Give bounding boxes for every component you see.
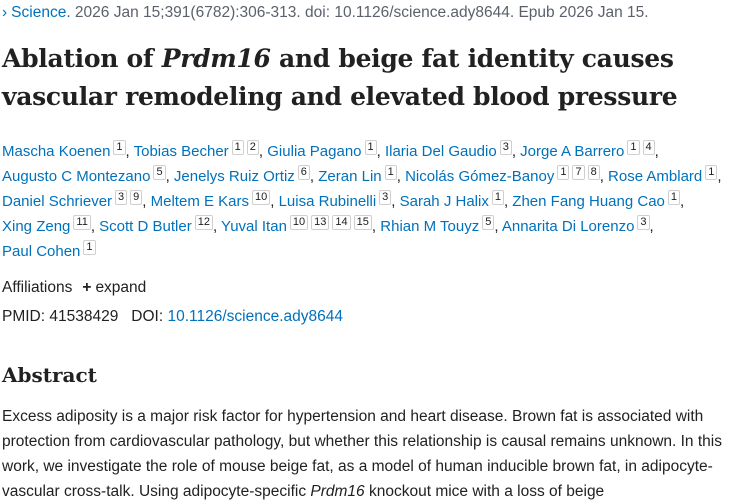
affiliation-number[interactable]: 1	[557, 165, 570, 180]
affiliation-number[interactable]: 1	[384, 165, 397, 180]
abstract-heading: Abstract	[2, 363, 97, 387]
affiliation-number[interactable]: 1	[83, 240, 96, 255]
affiliation-number[interactable]: 6	[297, 165, 310, 180]
author-name[interactable]: Mascha Koenen	[2, 143, 111, 160]
affiliation-number[interactable]: 11	[73, 215, 91, 230]
doi-label: DOI:	[131, 308, 164, 325]
author: Jorge A Barrero 1 4,	[520, 140, 659, 160]
expand-toggle[interactable]: expand	[95, 279, 147, 296]
title-text: and beige fat identity causes vascular r…	[2, 44, 678, 111]
author: Annarita Di Lorenzo 3,	[501, 215, 654, 235]
affiliation-number[interactable]: 1	[627, 140, 640, 155]
affiliations-label: Affiliations	[2, 279, 73, 296]
author-name[interactable]: Paul Cohen	[2, 243, 81, 260]
affiliation-number[interactable]: 3	[115, 190, 128, 205]
author: Xing Zeng 11,	[2, 215, 95, 235]
affiliation-number[interactable]: 10	[252, 190, 271, 205]
author: Giulia Pagano 1,	[267, 140, 381, 160]
author-name[interactable]: Meltem E Kars	[150, 193, 249, 210]
affiliation-number[interactable]: 12	[194, 215, 213, 230]
author-name[interactable]: Rhian M Touyz	[380, 218, 480, 235]
affiliation-number[interactable]: 2	[246, 140, 259, 155]
affiliation-number[interactable]: 13	[311, 215, 330, 230]
article-title: Ablation of Prdm16 and beige fat identit…	[2, 40, 742, 116]
affiliation-number[interactable]: 3	[379, 190, 392, 205]
author: Tobias Becher 1 2,	[133, 140, 264, 160]
affiliation-number[interactable]: 7	[572, 165, 585, 180]
author: Meltem E Kars 10,	[150, 190, 275, 210]
plus-icon[interactable]: +	[82, 279, 92, 296]
affiliation-number[interactable]: 4	[642, 140, 655, 155]
author: Ilaria Del Gaudio 3,	[384, 140, 516, 160]
doi-link[interactable]: 10.1126/science.ady8644	[167, 308, 343, 325]
author-name[interactable]: Annarita Di Lorenzo	[501, 218, 635, 235]
author-name[interactable]: Yuval Itan	[221, 218, 287, 235]
affiliation-number[interactable]: 10	[289, 215, 309, 230]
author-name[interactable]: Rose Amblard	[608, 168, 703, 185]
abstract-part: knockout mice with a loss of beige	[364, 483, 605, 500]
author-name[interactable]: Xing Zeng	[2, 218, 71, 235]
author: Augusto C Montezano 5,	[2, 165, 170, 185]
affiliation-number[interactable]: 8	[587, 165, 600, 180]
author-name[interactable]: Augusto C Montezano	[2, 168, 151, 185]
affiliation-number[interactable]: 1	[667, 190, 681, 205]
affiliations-row: Affiliations + expand	[2, 279, 146, 297]
affiliation-number[interactable]: 1	[705, 165, 718, 180]
author: Daniel Schriever 3 9,	[2, 190, 147, 210]
abstract-text: Excess adiposity is a major risk factor …	[2, 404, 748, 500]
author-name[interactable]: Daniel Schriever	[2, 193, 113, 210]
author-name[interactable]: Sarah J Halix	[399, 193, 489, 210]
citation-details: 2026 Jan 15;391(6782):306-313. doi: 10.1…	[70, 4, 649, 21]
affiliation-number[interactable]: 9	[130, 190, 143, 205]
affiliation-number[interactable]: 1	[491, 190, 504, 205]
author: Zhen Fang Huang Cao 1,	[512, 190, 685, 210]
affiliation-number[interactable]: 5	[153, 165, 166, 180]
arrow-icon: ›	[2, 4, 8, 21]
affiliation-number[interactable]: 5	[482, 215, 495, 230]
author-name[interactable]: Tobias Becher	[133, 143, 229, 160]
abstract-part: Excess adiposity is a major risk factor …	[2, 408, 722, 500]
author: Zeran Lin 1,	[318, 165, 401, 185]
author: Rose Amblard 1,	[608, 165, 722, 185]
author-name[interactable]: Ilaria Del Gaudio	[384, 143, 497, 160]
author-name[interactable]: Nicolás Gómez-Banoy	[405, 168, 555, 185]
affiliation-number[interactable]: 3	[637, 215, 650, 230]
author-name[interactable]: Zhen Fang Huang Cao	[512, 193, 665, 210]
author: Jenelys Ruiz Ortiz 6,	[173, 165, 315, 185]
author: Rhian M Touyz 5,	[380, 215, 499, 235]
author-name[interactable]: Giulia Pagano	[267, 143, 362, 160]
citation: › Science. 2026 Jan 15;391(6782):306-313.…	[2, 4, 649, 22]
affiliation-number[interactable]: 1	[364, 140, 377, 155]
author-name[interactable]: Luisa Rubinelli	[278, 193, 377, 210]
author-name[interactable]: Scott D Butler	[99, 218, 192, 235]
author-name[interactable]: Jenelys Ruiz Ortiz	[173, 168, 295, 185]
affiliation-number[interactable]: 1	[231, 140, 244, 155]
affiliation-number[interactable]: 14	[332, 215, 351, 230]
journal-link[interactable]: Science.	[11, 4, 71, 21]
author: Yuval Itan 10 13 14 15,	[221, 215, 377, 235]
pmid-label: PMID:	[2, 308, 46, 325]
author-name[interactable]: Zeran Lin	[318, 168, 382, 185]
pmid: 41538429	[49, 308, 119, 325]
author: Luisa Rubinelli 3,	[278, 190, 396, 210]
title-gene: Prdm16	[161, 44, 271, 73]
affiliation-number[interactable]: 3	[499, 140, 512, 155]
title-text: Ablation of	[2, 44, 162, 73]
author: Sarah J Halix 1,	[399, 190, 509, 210]
author: Paul Cohen 1	[2, 240, 96, 260]
author-list: Mascha Koenen 1, Tobias Becher 1 2, Giulia …	[2, 139, 748, 264]
author: Nicolás Gómez-Banoy 1 7 8,	[405, 165, 604, 185]
affiliation-number[interactable]: 15	[353, 215, 372, 230]
author: Mascha Koenen 1,	[2, 140, 130, 160]
abstract-gene: Prdm16	[310, 483, 365, 500]
author: Scott D Butler 12,	[99, 215, 218, 235]
ids-row: PMID: 41538429 DOI: 10.1126/science.ady8…	[2, 308, 343, 326]
affiliation-number[interactable]: 1	[113, 140, 126, 155]
author-name[interactable]: Jorge A Barrero	[520, 143, 625, 160]
